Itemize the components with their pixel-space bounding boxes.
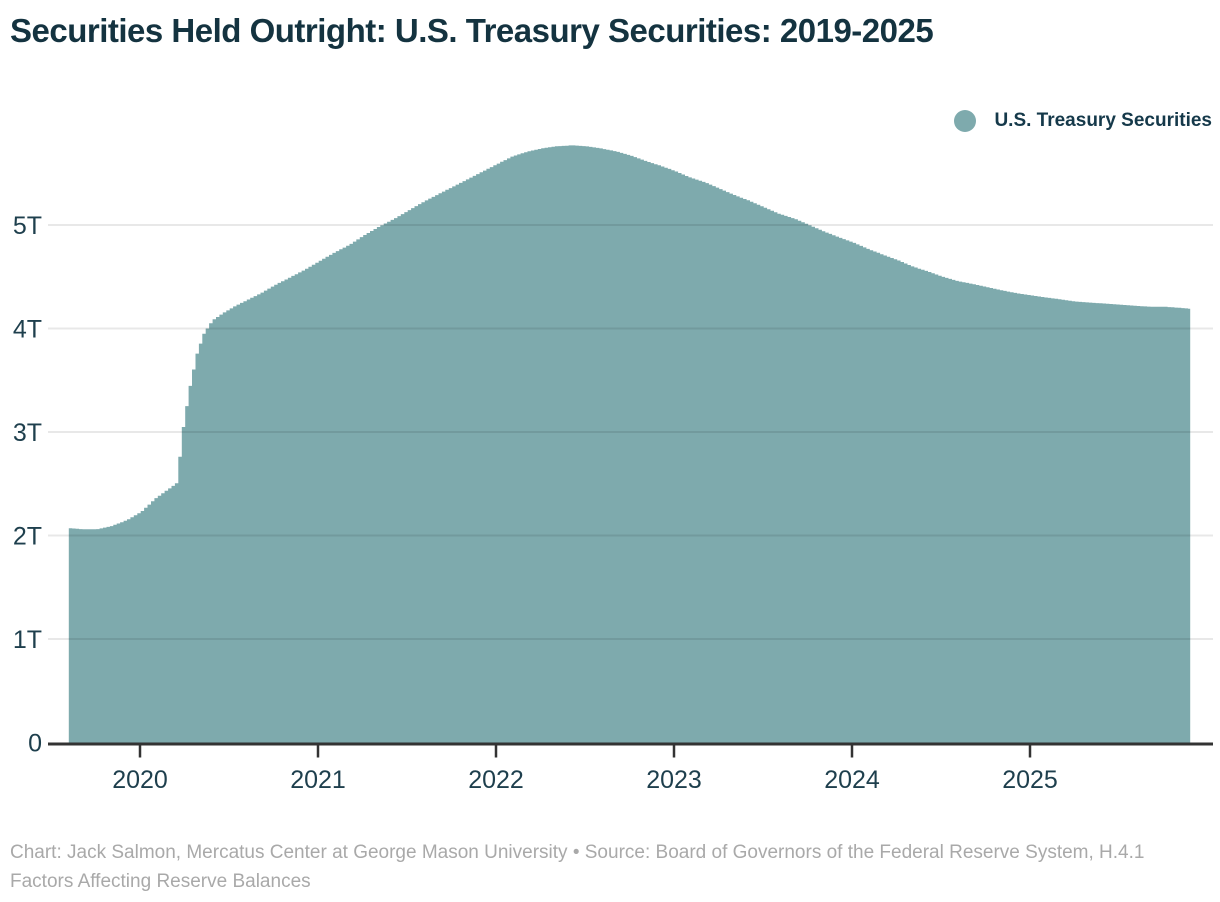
svg-text:5T: 5T bbox=[13, 212, 42, 240]
x-axis bbox=[48, 742, 1213, 758]
svg-text:2024: 2024 bbox=[824, 766, 880, 794]
svg-text:2022: 2022 bbox=[468, 766, 524, 794]
chart-title: Securities Held Outright: U.S. Treasury … bbox=[10, 12, 934, 49]
x-axis-labels: 2020 2021 2022 2023 2024 2025 bbox=[112, 766, 1058, 794]
gridlines bbox=[48, 224, 1213, 640]
legend-label: U.S. Treasury Securities bbox=[994, 110, 1212, 131]
footer-credit: Chart: Jack Salmon, Mercatus Center at G… bbox=[10, 842, 1145, 892]
svg-text:2021: 2021 bbox=[290, 766, 346, 794]
svg-text:3T: 3T bbox=[13, 419, 42, 447]
svg-text:2T: 2T bbox=[13, 523, 42, 551]
y-axis-labels: 0 1T 2T 3T 4T 5T bbox=[13, 212, 42, 758]
svg-text:2025: 2025 bbox=[1002, 766, 1058, 794]
svg-text:1T: 1T bbox=[13, 626, 42, 654]
svg-text:2023: 2023 bbox=[646, 766, 702, 794]
svg-text:0: 0 bbox=[28, 730, 42, 758]
legend-marker-icon bbox=[954, 110, 977, 132]
legend: U.S. Treasury Securities bbox=[954, 107, 1212, 135]
svg-text:4T: 4T bbox=[13, 316, 42, 344]
area-series bbox=[68, 145, 1191, 743]
svg-text:2020: 2020 bbox=[112, 766, 168, 794]
